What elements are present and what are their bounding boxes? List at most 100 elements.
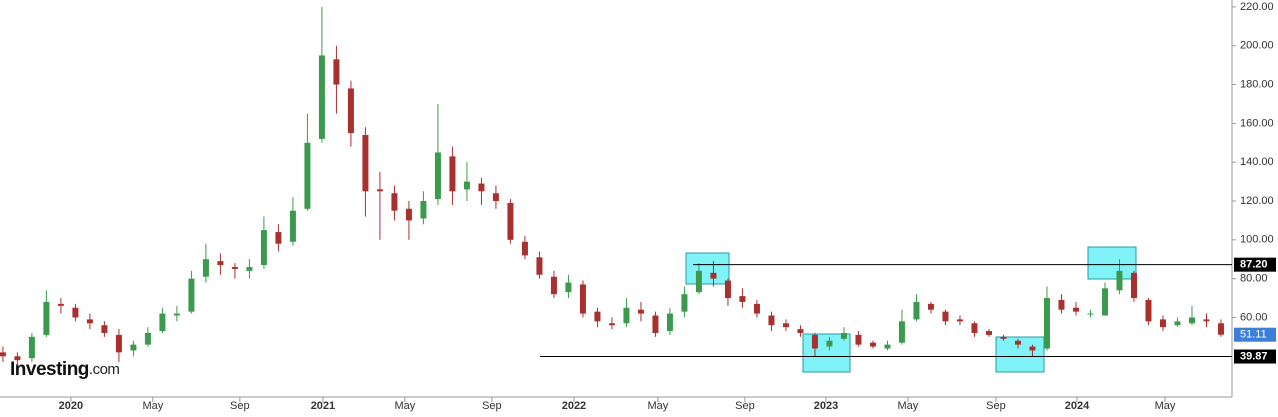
candle-body xyxy=(884,344,891,349)
candle-body xyxy=(347,88,354,134)
watermark-brand: Investing xyxy=(10,359,89,380)
candle-body xyxy=(0,352,6,357)
x-tick-label: 2020 xyxy=(59,400,83,412)
y-tick-label: 100.00 xyxy=(1240,234,1274,246)
candle-body xyxy=(376,189,383,192)
candle-body xyxy=(72,307,79,318)
candle-body xyxy=(14,356,21,361)
candle-body xyxy=(1116,270,1123,291)
candle-body xyxy=(681,294,688,312)
level-label: 39.87 xyxy=(1240,350,1268,362)
y-tick-label: 180.00 xyxy=(1240,78,1274,90)
candle-body xyxy=(1101,288,1108,316)
x-tick-label: 2024 xyxy=(1065,400,1090,412)
candle-body xyxy=(101,325,108,333)
highlight-box xyxy=(1087,246,1137,280)
level-label-box xyxy=(1234,257,1276,272)
candle-body xyxy=(115,334,122,353)
candle-body xyxy=(1130,272,1137,299)
level-label-box xyxy=(1234,349,1276,364)
y-tick-label: 120.00 xyxy=(1240,195,1274,207)
candle-body xyxy=(260,230,267,266)
candle-body xyxy=(985,331,992,335)
candle-body xyxy=(420,201,427,219)
candle-body xyxy=(231,266,238,269)
candle-body xyxy=(739,296,746,302)
candle-body xyxy=(434,152,441,200)
candle-body xyxy=(623,307,630,324)
watermark: Investing.com xyxy=(10,359,119,380)
x-tick-label: May xyxy=(142,400,163,412)
candle-body xyxy=(362,135,369,192)
candle-body xyxy=(608,323,615,326)
candle-body xyxy=(956,319,963,322)
candle-body xyxy=(855,334,862,345)
candle-body xyxy=(797,329,804,333)
candle-body xyxy=(492,193,499,201)
candle-body xyxy=(1087,313,1094,315)
candle-body xyxy=(637,309,644,314)
candle-body xyxy=(840,332,847,339)
candle-body xyxy=(652,315,659,333)
candle-body xyxy=(971,323,978,333)
y-tick-label: 160.00 xyxy=(1240,117,1274,129)
x-tick-label: Sep xyxy=(230,400,250,412)
candle-body xyxy=(913,301,920,320)
candle-body xyxy=(942,311,949,322)
candle-body xyxy=(318,55,325,139)
candle-body xyxy=(710,272,717,279)
candle-body xyxy=(130,344,137,351)
candle-body xyxy=(304,142,311,209)
level-label: 87.20 xyxy=(1240,259,1268,271)
watermark-domain: .com xyxy=(89,361,120,378)
candle-body xyxy=(43,301,50,335)
candle-body xyxy=(550,276,557,295)
candle-body xyxy=(782,323,789,328)
y-tick-label: 60.00 xyxy=(1240,311,1268,323)
candle-body xyxy=(1217,323,1224,335)
x-tick-label: Sep xyxy=(735,400,755,412)
y-tick-label: 80.00 xyxy=(1240,273,1268,285)
candle-body xyxy=(1159,319,1166,328)
x-tick-label: 2021 xyxy=(311,400,335,412)
x-tick-label: May xyxy=(394,400,415,412)
candle-body xyxy=(768,315,775,326)
candle-body xyxy=(1000,336,1007,339)
candle-body xyxy=(1203,319,1210,322)
candle-body xyxy=(28,336,35,359)
candle-body xyxy=(275,232,282,244)
candle-body xyxy=(826,340,833,347)
candle-body xyxy=(521,241,528,256)
candle-body xyxy=(594,311,601,322)
candle-body xyxy=(1188,317,1195,324)
candle-body xyxy=(1058,299,1065,310)
candle-body xyxy=(188,278,195,312)
x-tick-label: May xyxy=(648,400,669,412)
candle-body xyxy=(1029,346,1036,351)
candle-body xyxy=(57,303,64,306)
x-tick-label: 2023 xyxy=(814,400,838,412)
candle-body xyxy=(1043,298,1050,349)
candle-body xyxy=(565,282,572,293)
x-tick-label: May xyxy=(1155,400,1176,412)
candle-body xyxy=(811,334,818,349)
candle-body xyxy=(1174,321,1181,326)
candle-body xyxy=(869,342,876,347)
y-tick-label: 200.00 xyxy=(1240,40,1274,52)
candle-body xyxy=(449,156,456,192)
candle-body xyxy=(86,319,93,324)
candle-body xyxy=(1014,340,1021,345)
candle-body xyxy=(478,183,485,192)
candle-body xyxy=(695,270,702,293)
x-tick-label: Sep xyxy=(482,400,502,412)
candle-body xyxy=(463,181,470,190)
y-tick-label: 140.00 xyxy=(1240,156,1274,168)
candle-body xyxy=(1145,299,1152,322)
candle-body xyxy=(753,303,760,314)
candle-body xyxy=(391,193,398,211)
candle-body xyxy=(724,280,731,299)
last-price-box xyxy=(1234,327,1276,342)
candle-body xyxy=(666,313,673,332)
highlight-box xyxy=(802,333,851,373)
candle-body xyxy=(898,321,905,343)
